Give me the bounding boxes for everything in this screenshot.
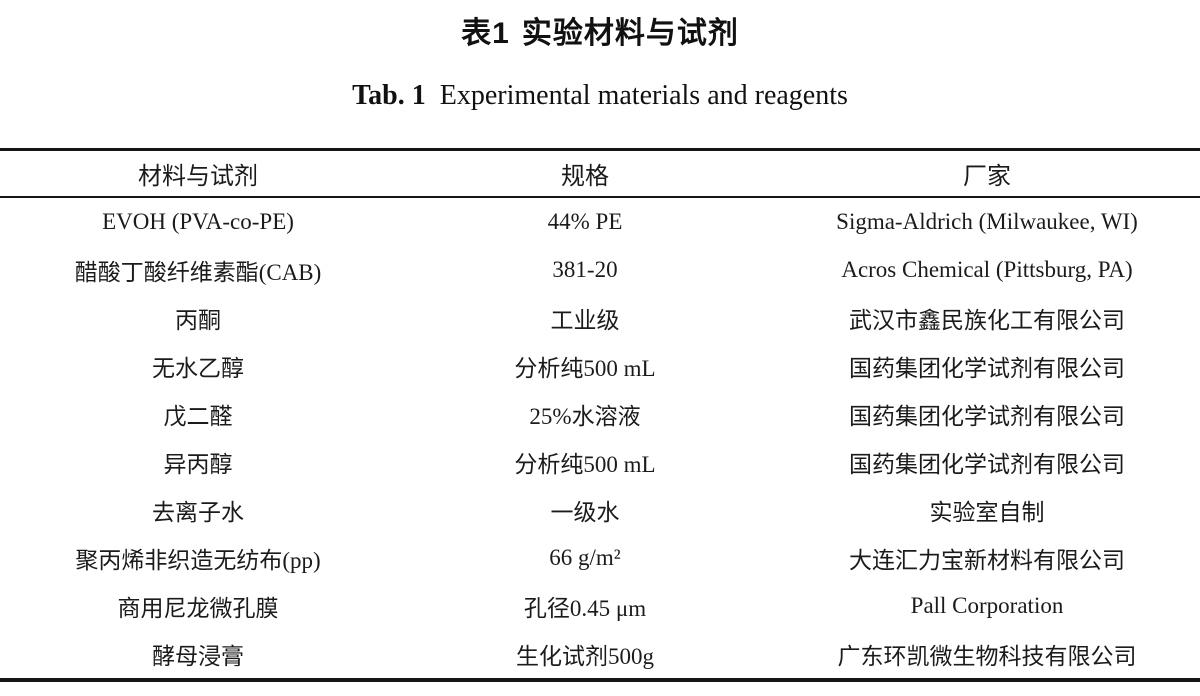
table-header: 材料与试剂 规格 厂家 (0, 149, 1200, 198)
cell-manufacturer: 国药集团化学试剂有限公司 (849, 452, 1125, 477)
cell-spec: 分析纯500 mL (514, 452, 656, 477)
cell-spec: 生化试剂500g (516, 644, 654, 669)
table-number-chinese: 表1 (461, 17, 510, 50)
cell-manufacturer: 大连汇力宝新材料有限公司 (849, 548, 1125, 573)
table-number-english: Tab. 1 (352, 80, 426, 111)
column-header-manufacturer: 厂家 (774, 149, 1200, 198)
cell-manufacturer: 实验室自制 (929, 500, 1045, 525)
cell-manufacturer: Sigma-Aldrich (Milwaukee, WI) (836, 209, 1138, 234)
cell-material: 异丙醇 (163, 452, 233, 477)
materials-table: 材料与试剂 规格 厂家 EVOH (PVA-co-PE) 44% PE Sigma-… (0, 148, 1200, 682)
table-row: 丙酮 工业级 武汉市鑫民族化工有限公司 (0, 294, 1200, 342)
cell-spec: 孔径0.45 μm (523, 596, 647, 621)
table-row: 戊二醛 25%水溶液 国药集团化学试剂有限公司 (0, 390, 1200, 438)
cell-material: 戊二醛 (163, 404, 233, 429)
cell-manufacturer: 武汉市鑫民族化工有限公司 (849, 308, 1125, 333)
table-row: EVOH (PVA-co-PE) 44% PE Sigma-Aldrich (Mil… (0, 197, 1200, 246)
cell-material: 醋酸丁酸纤维素酯(CAB) (74, 260, 322, 285)
cell-material: 商用尼龙微孔膜 (117, 596, 279, 621)
table-title-chinese-text: 实验材料与试剂 (521, 17, 739, 50)
table-row: 醋酸丁酸纤维素酯(CAB) 381-20 Acros Chemical (Pitts… (0, 246, 1200, 294)
cell-spec: 一级水 (550, 500, 620, 525)
cell-material: 酵母浸膏 (152, 644, 244, 669)
materials-table-wrap: 材料与试剂 规格 厂家 EVOH (PVA-co-PE) 44% PE Sigma-… (0, 148, 1200, 682)
cell-manufacturer: Pall Corporation (910, 593, 1064, 618)
cell-manufacturer: 广东环凯微生物科技有限公司 (837, 644, 1137, 669)
table-title-english: Tab. 1 Experimental materials and reagent… (0, 80, 1200, 112)
table-row: 聚丙烯非织造无纺布(pp) 66 g/m² 大连汇力宝新材料有限公司 (0, 534, 1200, 582)
cell-material: 聚丙烯非织造无纺布(pp) (75, 548, 321, 573)
cell-spec: 分析纯500 mL (514, 356, 656, 381)
table-body: EVOH (PVA-co-PE) 44% PE Sigma-Aldrich (Mil… (0, 197, 1200, 680)
cell-manufacturer: 国药集团化学试剂有限公司 (849, 356, 1125, 381)
header-row: 材料与试剂 规格 厂家 (0, 149, 1200, 198)
cell-spec: 工业级 (550, 308, 620, 333)
table-row: 去离子水 一级水 实验室自制 (0, 486, 1200, 534)
cell-spec: 381-20 (552, 257, 618, 282)
cell-material: 去离子水 (152, 500, 244, 525)
cell-spec: 44% PE (547, 209, 623, 234)
table-row: 异丙醇 分析纯500 mL 国药集团化学试剂有限公司 (0, 438, 1200, 486)
column-header-material: 材料与试剂 (0, 149, 396, 198)
cell-material: 丙酮 (175, 308, 221, 333)
table-title-chinese: 表1 实验材料与试剂 (0, 8, 1200, 52)
table-row: 商用尼龙微孔膜 孔径0.45 μm Pall Corporation (0, 582, 1200, 630)
cell-spec: 25%水溶液 (529, 404, 641, 429)
column-header-spec: 规格 (396, 149, 774, 198)
table-row: 酵母浸膏 生化试剂500g 广东环凯微生物科技有限公司 (0, 630, 1200, 680)
cell-material: EVOH (PVA-co-PE) (102, 209, 294, 234)
table-row: 无水乙醇 分析纯500 mL 国药集团化学试剂有限公司 (0, 342, 1200, 390)
cell-material: 无水乙醇 (152, 356, 244, 381)
cell-spec: 66 g/m² (549, 545, 621, 570)
table-title-english-text: Experimental materials and reagents (439, 80, 848, 111)
cell-manufacturer: 国药集团化学试剂有限公司 (849, 404, 1125, 429)
cell-manufacturer: Acros Chemical (Pittsburg, PA) (841, 257, 1133, 282)
